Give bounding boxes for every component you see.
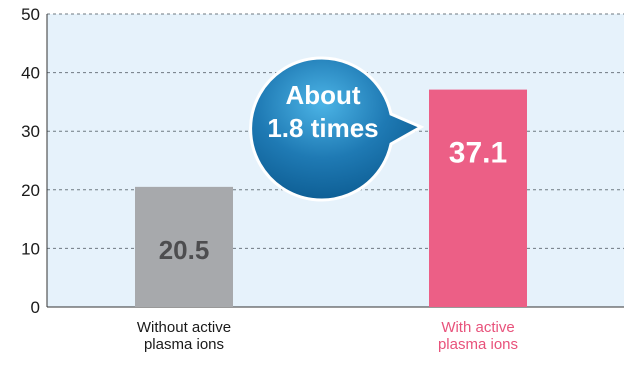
ratio-callout: About 1.8 times — [249, 56, 425, 202]
bars: 20.5 37.1 — [135, 89, 527, 308]
y-tick-label: 20 — [21, 181, 40, 200]
y-tick-label: 50 — [21, 5, 40, 24]
bar-with-active-plasma-ions — [429, 89, 527, 308]
category-label-line: With active — [441, 319, 514, 336]
y-tick-label: 40 — [21, 64, 40, 83]
data-label: 20.5 — [159, 235, 210, 265]
category-label-line: plasma ions — [144, 336, 224, 353]
callout-bubble — [249, 56, 425, 202]
y-tick-label: 30 — [21, 122, 40, 141]
callout-line-1: About — [285, 80, 360, 110]
y-tick-labels: 0 10 20 30 40 50 — [21, 5, 40, 317]
y-tick-label: 0 — [31, 298, 40, 317]
data-label: 37.1 — [449, 137, 507, 170]
y-tick-label: 10 — [21, 239, 40, 258]
callout-line-2: 1.8 times — [267, 113, 378, 143]
category-label-line: Without active — [137, 319, 231, 336]
category-label-line: plasma ions — [438, 336, 518, 353]
bar-without-active-plasma-ions — [135, 186, 233, 307]
